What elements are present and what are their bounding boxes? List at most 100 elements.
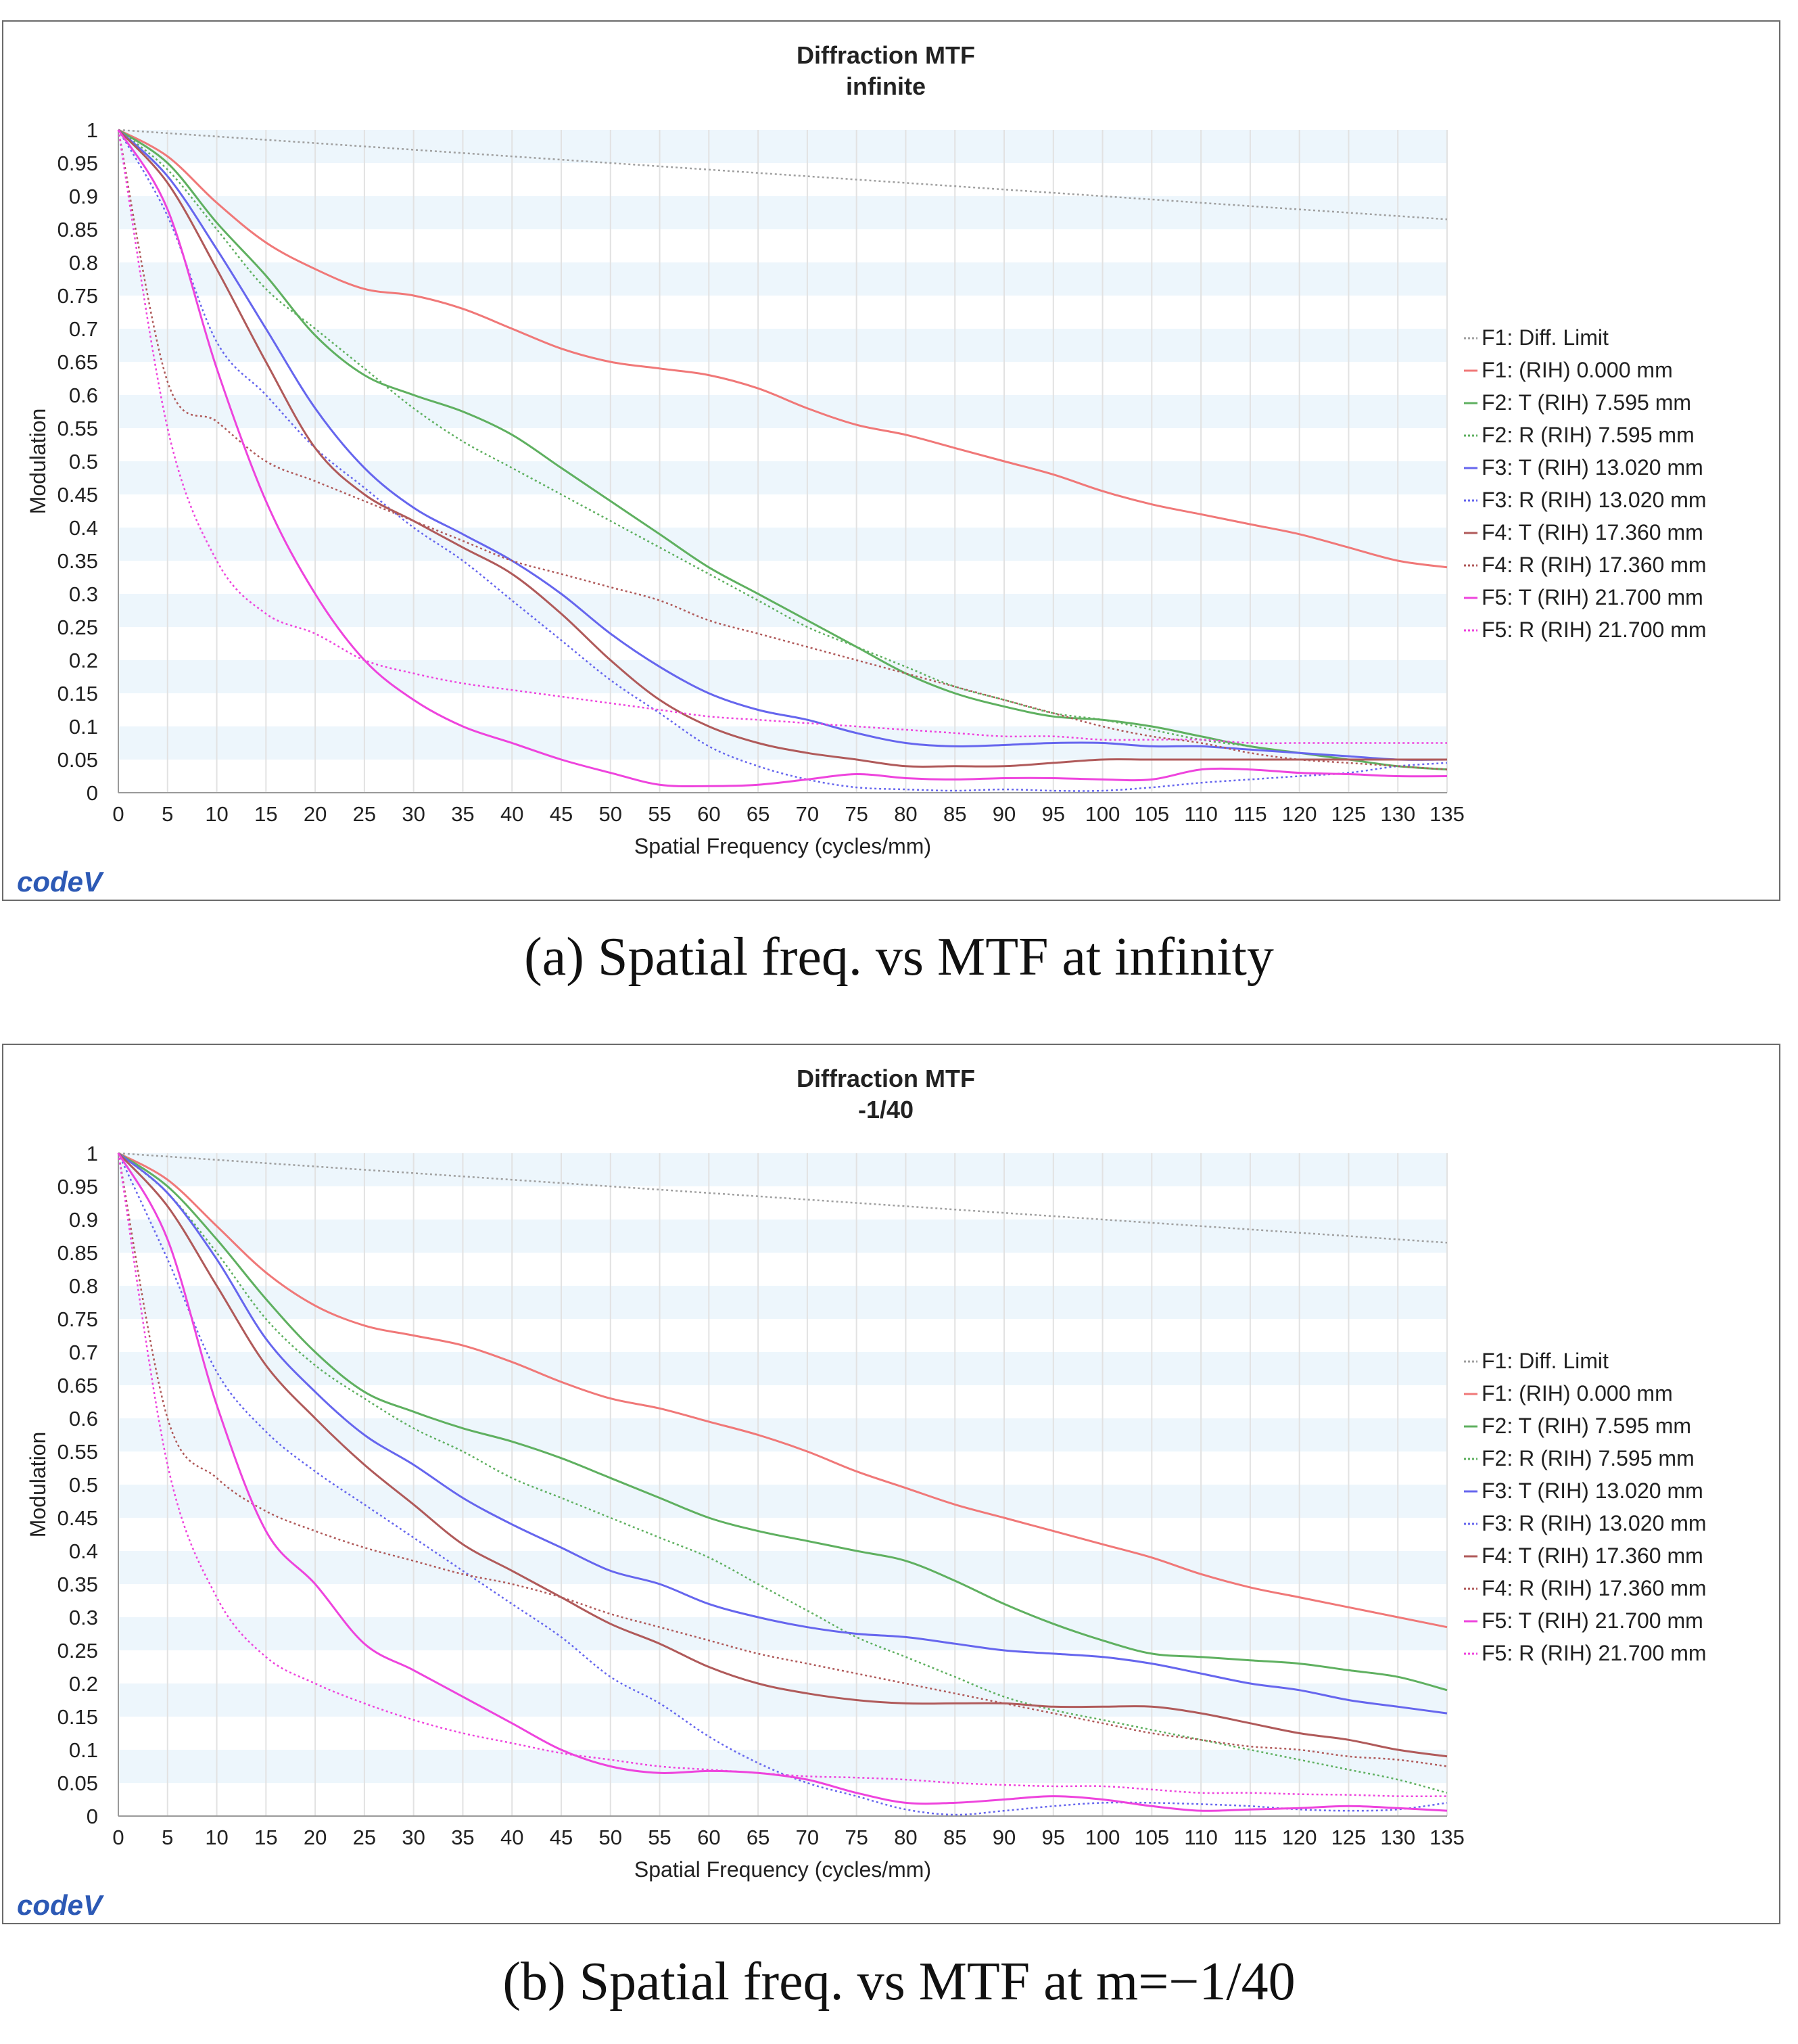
series-line-7 <box>117 1152 1448 1758</box>
grid-band <box>118 660 1447 693</box>
grid-band <box>118 1485 1447 1518</box>
x-tick-label: 50 <box>599 1826 622 1849</box>
y-tick-label: 0.8 <box>69 1274 98 1298</box>
legend-label: F2: T (RIH) 7.595 mm <box>1482 390 1691 415</box>
grid-band <box>118 196 1447 229</box>
grid-band <box>118 1750 1447 1783</box>
caption-b: (b) Spatial freq. vs MTF at m=−1/40 <box>502 1952 1296 2012</box>
x-tick-label: 100 <box>1085 802 1120 826</box>
series-line-10 <box>117 129 1447 745</box>
y-tick-label: 0.15 <box>57 682 98 705</box>
x-tick-label: 80 <box>894 1826 917 1849</box>
x-tick-label: 35 <box>451 1826 474 1849</box>
legend-label: F5: T (RIH) 21.700 mm <box>1482 585 1703 609</box>
x-tick-label: 70 <box>796 1826 819 1849</box>
chart-title: Diffraction MTF <box>797 41 975 69</box>
y-tick-label: 0.45 <box>57 483 98 507</box>
x-tick-label: 65 <box>747 1826 770 1849</box>
y-axis-label: Modulation <box>26 409 50 515</box>
grid-band <box>118 262 1447 296</box>
legend-label: F4: T (RIH) 17.360 mm <box>1482 1543 1703 1568</box>
codev-logo: codeV <box>17 866 104 898</box>
x-tick-label: 60 <box>697 1826 720 1849</box>
grid-band <box>118 395 1447 428</box>
x-tick-label: 85 <box>943 1826 966 1849</box>
x-axis-label: Spatial Frequency (cycles/mm) <box>634 834 931 858</box>
y-tick-label: 0.9 <box>69 185 98 208</box>
legend-label: F1: (RIH) 0.000 mm <box>1482 1381 1673 1406</box>
y-tick-label: 0.85 <box>57 1241 98 1265</box>
x-tick-label: 115 <box>1233 802 1267 826</box>
grid-band <box>118 1551 1447 1584</box>
legend-label: F2: T (RIH) 7.595 mm <box>1482 1414 1691 1438</box>
logo-mark: V <box>83 866 104 898</box>
y-tick-label: 0.25 <box>57 1639 98 1663</box>
y-tick-label: 0.35 <box>57 1573 98 1596</box>
x-tick-label: 90 <box>993 802 1016 826</box>
x-tick-label: 125 <box>1331 1826 1367 1849</box>
x-tick-label: 120 <box>1282 1826 1317 1849</box>
x-tick-label: 105 <box>1134 1826 1169 1849</box>
y-tick-label: 0.4 <box>69 1539 98 1563</box>
x-tick-label: 15 <box>254 1826 277 1849</box>
series-line-7 <box>117 129 1447 768</box>
x-tick-label: 75 <box>845 802 868 826</box>
legend-label: F3: T (RIH) 13.020 mm <box>1482 455 1703 480</box>
mtf-chart-b: Diffraction MTF -1/40 0 0.05 0.1 0.15 0.2 0.25 0… <box>17 1065 1707 1921</box>
y-tick-label: 0.9 <box>69 1208 98 1232</box>
grid-band <box>118 528 1447 561</box>
x-axis-label: Spatial Frequency (cycles/mm) <box>634 1857 931 1882</box>
legend-label: F2: R (RIH) 7.595 mm <box>1482 423 1695 447</box>
y-tick-label: 0.6 <box>69 384 98 407</box>
x-tick-label: 45 <box>550 1826 573 1849</box>
y-tick-label: 1 <box>87 1142 98 1165</box>
x-tick-label: 95 <box>1042 1826 1065 1849</box>
y-tick-label: 0 <box>87 781 98 805</box>
legend-label: F3: R (RIH) 13.020 mm <box>1482 488 1707 512</box>
y-tick-label: 0.35 <box>57 549 98 573</box>
x-tick-label: 40 <box>500 1826 523 1849</box>
legend-label: F3: T (RIH) 13.020 mm <box>1482 1479 1703 1503</box>
x-tick-label: 30 <box>402 802 425 826</box>
series-line-5 <box>117 129 1448 761</box>
series-line-6 <box>117 1153 1448 1816</box>
y-tick-label: 0.45 <box>57 1506 98 1530</box>
series-line-8 <box>117 129 1448 770</box>
y-tick-label: 0.95 <box>57 1175 98 1199</box>
chart-subtitle: infinite <box>846 72 926 100</box>
x-tick-label: 75 <box>845 1826 868 1849</box>
series-line-5 <box>118 1152 1448 1715</box>
y-tick-label: 0.1 <box>69 715 98 739</box>
legend-label: F4: T (RIH) 17.360 mm <box>1482 520 1703 544</box>
x-tick-label: 15 <box>254 802 277 826</box>
mtf-chart-panel-b: Diffraction MTF -1/40 0 0.05 0.1 0.15 0.2 0.25 0… <box>2 1044 1780 1924</box>
x-tick-label: 55 <box>648 1826 671 1849</box>
grid-band <box>118 726 1447 760</box>
codev-logo: codeV <box>17 1889 104 1921</box>
x-tick-label: 100 <box>1085 1826 1120 1849</box>
x-tick-label: 0 <box>112 1826 124 1849</box>
grid-band <box>118 1352 1447 1385</box>
x-tick-label: 0 <box>112 802 124 826</box>
grid-band <box>118 1418 1447 1451</box>
grid-band <box>118 130 1447 163</box>
x-tick-label: 65 <box>747 802 770 826</box>
legend-label: F4: R (RIH) 17.360 mm <box>1482 1576 1707 1600</box>
legend-label: F3: R (RIH) 13.020 mm <box>1482 1511 1707 1535</box>
x-tick-label: 105 <box>1134 802 1169 826</box>
caption-a: (a) Spatial freq. vs MTF at infinity <box>524 927 1274 987</box>
x-tick-label: 80 <box>894 802 917 826</box>
y-tick-label: 0.85 <box>57 218 98 241</box>
x-tick-label: 135 <box>1429 802 1465 826</box>
series-line-9 <box>117 129 1448 787</box>
x-tick-label: 30 <box>402 1826 425 1849</box>
y-tick-label: 0.15 <box>57 1705 98 1729</box>
x-tick-label: 110 <box>1184 802 1217 826</box>
x-tick-label: 85 <box>943 802 966 826</box>
y-tick-label: 0.05 <box>57 1771 98 1795</box>
y-tick-label: 0.55 <box>57 1440 98 1464</box>
y-tick-label: 0.3 <box>69 582 98 606</box>
y-tick-label: 0.65 <box>57 350 98 374</box>
mtf-chart-a: Diffraction MTF infinite 0 0.05 0.1 0.15 0.2 0.… <box>17 41 1707 898</box>
y-tick-label: 0.5 <box>69 450 98 473</box>
